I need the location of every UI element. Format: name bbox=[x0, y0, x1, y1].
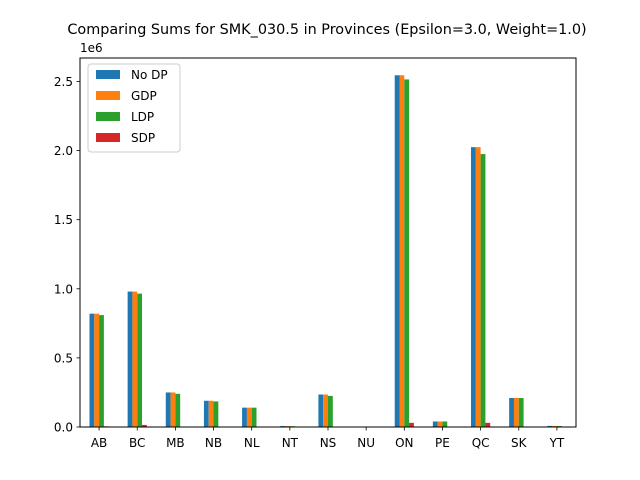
bar-on-gdp bbox=[399, 75, 405, 427]
x-tick-label: NB bbox=[205, 436, 222, 450]
bar-qc-ldp bbox=[480, 154, 486, 428]
bar-bc-gdp bbox=[132, 291, 138, 427]
bar-mb-ldp bbox=[175, 393, 181, 427]
legend-label-ldp: LDP bbox=[131, 110, 154, 124]
x-axis: AB BC MB NB NL NT NS NU ON PE QC SK YT bbox=[91, 427, 565, 450]
plot-frame bbox=[79, 57, 577, 428]
bar-ns-gdp bbox=[323, 394, 328, 427]
bar-nl-no-dp bbox=[242, 407, 247, 427]
y-tick-label: 0.5 bbox=[54, 351, 73, 365]
bar-ab-no-dp bbox=[89, 313, 95, 427]
bar-bc-ldp bbox=[137, 293, 143, 427]
y-tick-label: 1.0 bbox=[54, 282, 73, 296]
y-axis: 0.0 0.5 1.0 1.5 2.0 2.5 bbox=[54, 75, 80, 435]
x-tick-label: YT bbox=[549, 436, 565, 450]
bar-mb-gdp bbox=[170, 392, 176, 427]
x-tick-label: NT bbox=[282, 436, 299, 450]
bar-mb-no-dp bbox=[165, 392, 171, 427]
bar-pe-no-dp bbox=[432, 421, 438, 427]
x-tick-label: BC bbox=[129, 436, 145, 450]
bar-sk-ldp bbox=[518, 397, 524, 427]
legend-label-gdp: GDP bbox=[131, 89, 157, 103]
legend-label-no-dp: No DP bbox=[131, 68, 168, 82]
x-tick-label: QC bbox=[472, 436, 490, 450]
x-tick-label: SK bbox=[511, 436, 528, 450]
x-tick-label: NL bbox=[244, 436, 260, 450]
bar-sk-no-dp bbox=[509, 397, 514, 427]
bars-group bbox=[89, 75, 562, 428]
legend-label-sdp: SDP bbox=[131, 131, 155, 145]
legend-swatch-ldp bbox=[96, 112, 120, 121]
bar-ns-ldp bbox=[328, 395, 333, 427]
bar-nb-ldp bbox=[213, 401, 219, 427]
bar-bc-sdp bbox=[142, 424, 147, 427]
bar-nb-gdp bbox=[208, 400, 214, 427]
x-tick-label: MB bbox=[166, 436, 185, 450]
bar-ab-ldp bbox=[99, 315, 104, 427]
y-scale-label: 1e6 bbox=[80, 41, 103, 55]
bar-nb-no-dp bbox=[203, 400, 209, 427]
bar-bc-no-dp bbox=[127, 291, 133, 427]
x-tick-label: NS bbox=[320, 436, 337, 450]
bar-qc-no-dp bbox=[471, 147, 476, 427]
bar-ab-gdp bbox=[94, 313, 100, 427]
bar-nl-ldp bbox=[251, 407, 257, 427]
legend-swatch-sdp bbox=[96, 133, 120, 142]
legend-swatch-gdp bbox=[96, 91, 120, 100]
bar-on-ldp bbox=[404, 79, 410, 428]
x-tick-label: NU bbox=[357, 436, 375, 450]
y-tick-label: 0.0 bbox=[54, 421, 73, 435]
y-tick-label: 2.5 bbox=[54, 75, 73, 89]
bar-sk-gdp bbox=[513, 397, 519, 427]
bar-ns-no-dp bbox=[318, 394, 324, 427]
chart-title: Comparing Sums for SMK_030.5 in Province… bbox=[67, 22, 586, 38]
bar-qc-sdp bbox=[485, 422, 491, 427]
legend: No DP GDP LDP SDP bbox=[87, 63, 181, 153]
x-tick-label: AB bbox=[91, 436, 107, 450]
bar-yt-gdp bbox=[552, 425, 557, 427]
x-tick-label: ON bbox=[395, 436, 413, 450]
bar-on-no-dp bbox=[394, 75, 400, 427]
bar-qc-gdp bbox=[475, 147, 481, 427]
bar-yt-no-dp bbox=[547, 425, 553, 427]
bar-pe-ldp bbox=[442, 421, 448, 427]
legend-box bbox=[87, 63, 181, 153]
x-tick-label: PE bbox=[435, 436, 450, 450]
y-tick-label: 1.5 bbox=[54, 213, 73, 227]
bar-on-sdp bbox=[409, 422, 414, 427]
bar-nl-gdp bbox=[246, 407, 252, 427]
legend-swatch-no-dp bbox=[96, 70, 120, 79]
bar-pe-gdp bbox=[437, 421, 443, 427]
y-tick-label: 2.0 bbox=[54, 144, 73, 158]
